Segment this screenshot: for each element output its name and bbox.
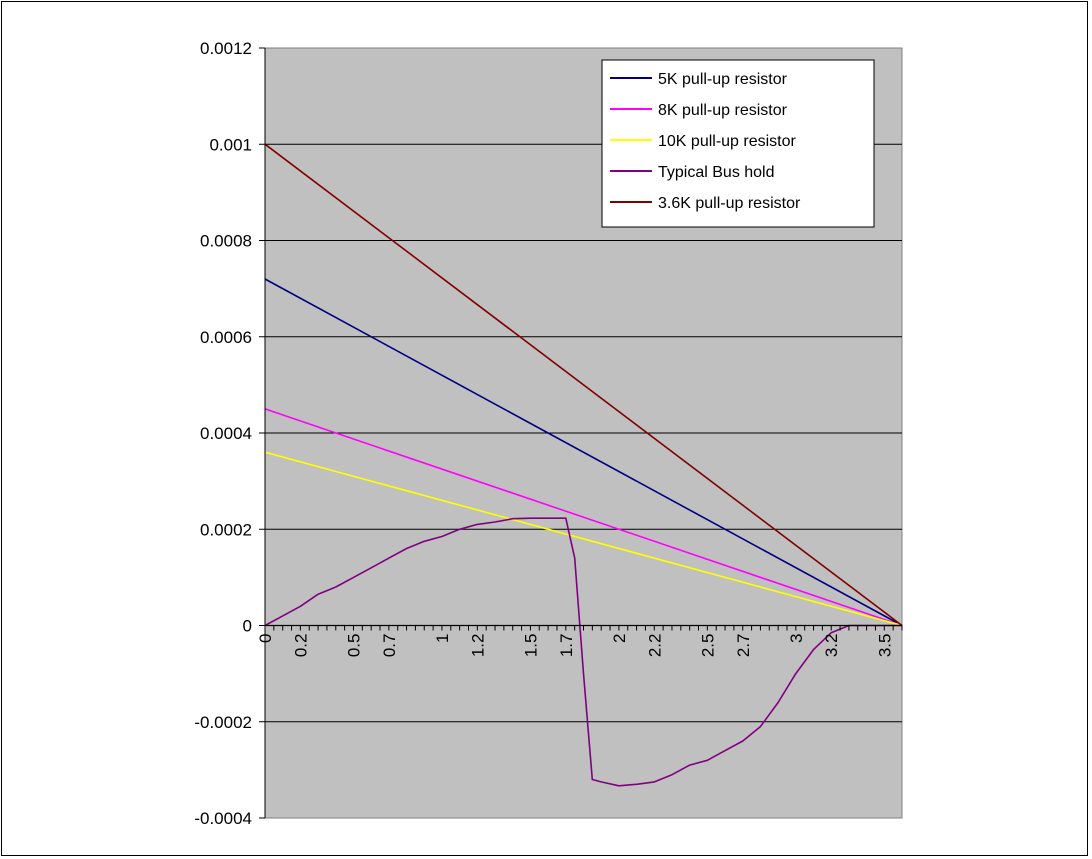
series-line-1 — [264, 408, 903, 627]
y-tick-label: 0.0002 — [200, 520, 252, 539]
x-tick-label: 2.2 — [645, 634, 664, 658]
y-tick-label: 0.0012 — [200, 39, 252, 58]
x-tick-label: 2.5 — [698, 634, 717, 658]
legend-label: 3.6K pull-up resistor — [658, 195, 801, 212]
x-tick-label: 0.5 — [344, 634, 363, 658]
x-tick-label: 1.5 — [521, 634, 540, 658]
x-tick-label: 0.7 — [380, 634, 399, 658]
series-line-0 — [264, 278, 903, 627]
x-tick-label: 3.5 — [875, 634, 894, 658]
y-tick-label: -0.0002 — [194, 713, 252, 732]
series-line-2 — [264, 451, 903, 627]
legend-label: 10K pull-up resistor — [658, 133, 797, 150]
x-tick-label: 2 — [610, 634, 629, 643]
axes: 0.0012 0.001 0.0008 0.0006 0.0004 0.0002 0 -0.0… — [194, 39, 903, 828]
x-tick-label: 0 — [256, 634, 275, 643]
y-tick-label: 0.0004 — [200, 424, 252, 443]
y-tick-label: 0.001 — [209, 135, 252, 154]
x-tick-label: 0.2 — [291, 634, 310, 658]
series-line-4 — [264, 143, 903, 627]
series-line-3 — [264, 517, 902, 787]
y-tick-label: -0.0004 — [194, 809, 252, 828]
y-tick-label: 0.0008 — [200, 232, 252, 251]
series-lines — [264, 143, 903, 787]
x-tick-label: 1.7 — [557, 634, 576, 658]
x-tick-label: 1.2 — [468, 634, 487, 658]
y-tick-label: 0 — [243, 617, 252, 636]
legend: 5K pull-up resistor 8K pull-up resistor 10… — [601, 59, 875, 228]
x-tick-label: 1 — [433, 634, 452, 643]
legend-label: Typical Bus hold — [658, 164, 775, 181]
legend-label: 5K pull-up resistor — [658, 71, 788, 88]
x-tick-label: 2.7 — [734, 634, 753, 658]
x-tick-label: 3 — [787, 634, 806, 643]
legend-box — [601, 59, 875, 228]
y-tick-label: 0.0006 — [200, 328, 252, 347]
x-tick-label: 3.2 — [822, 634, 841, 658]
legend-label: 8K pull-up resistor — [658, 102, 788, 119]
